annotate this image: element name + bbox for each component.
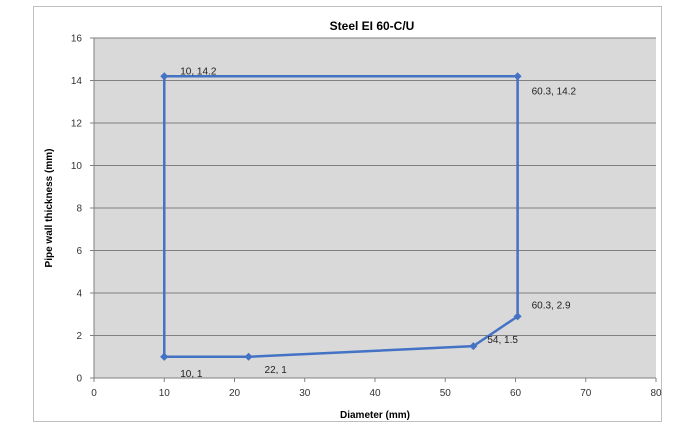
y-tick-label: 2 xyxy=(76,331,82,342)
chart-title: Steel EI 60-C/U xyxy=(330,19,415,33)
data-point xyxy=(160,352,169,361)
data-label: 22, 1 xyxy=(265,365,288,376)
x-axis-title: Diameter (mm) xyxy=(340,410,410,421)
data-label: 60.3, 2.9 xyxy=(532,300,571,311)
data-point xyxy=(160,72,169,81)
x-tick-label: 0 xyxy=(91,388,97,399)
x-tick-label: 50 xyxy=(440,388,452,399)
x-tick-label: 60 xyxy=(510,388,522,399)
y-tick-label: 6 xyxy=(76,246,82,257)
x-tick-label: 30 xyxy=(299,388,311,399)
y-tick-label: 14 xyxy=(71,76,83,87)
gridlines xyxy=(94,37,656,336)
data-point xyxy=(244,352,253,361)
x-tick-label: 70 xyxy=(580,388,592,399)
data-label: 10, 1 xyxy=(180,369,203,380)
data-point xyxy=(513,72,522,81)
x-tick-label: 40 xyxy=(369,388,381,399)
data-label: 54, 1.5 xyxy=(487,335,518,346)
data-label: 60.3, 14.2 xyxy=(532,86,577,97)
y-tick-label: 0 xyxy=(76,374,82,385)
data-labels: 10, 1 10, 14.2 60.3, 14.2 60.3, 2.9 54, 1.5 2… xyxy=(180,66,576,380)
y-tick-label: 10 xyxy=(71,161,83,172)
y-axis-title: Pipe wall thickness (mm) xyxy=(44,149,55,268)
x-tick-label: 10 xyxy=(159,388,171,399)
y-tick-label: 8 xyxy=(76,204,82,215)
data-label: 10, 14.2 xyxy=(180,66,217,77)
data-point xyxy=(513,312,522,321)
y-tick-label: 12 xyxy=(71,119,83,130)
x-tick-label: 80 xyxy=(650,388,662,399)
x-tick-label: 20 xyxy=(229,388,241,399)
axes xyxy=(90,37,657,382)
tick-labels: 0 2 4 6 8 10 12 14 16 0 10 20 30 40 50 60 70 80 xyxy=(71,34,662,400)
y-tick-label: 16 xyxy=(71,34,83,45)
y-tick-label: 4 xyxy=(76,289,82,300)
data-series xyxy=(160,72,522,361)
data-point xyxy=(469,342,478,351)
